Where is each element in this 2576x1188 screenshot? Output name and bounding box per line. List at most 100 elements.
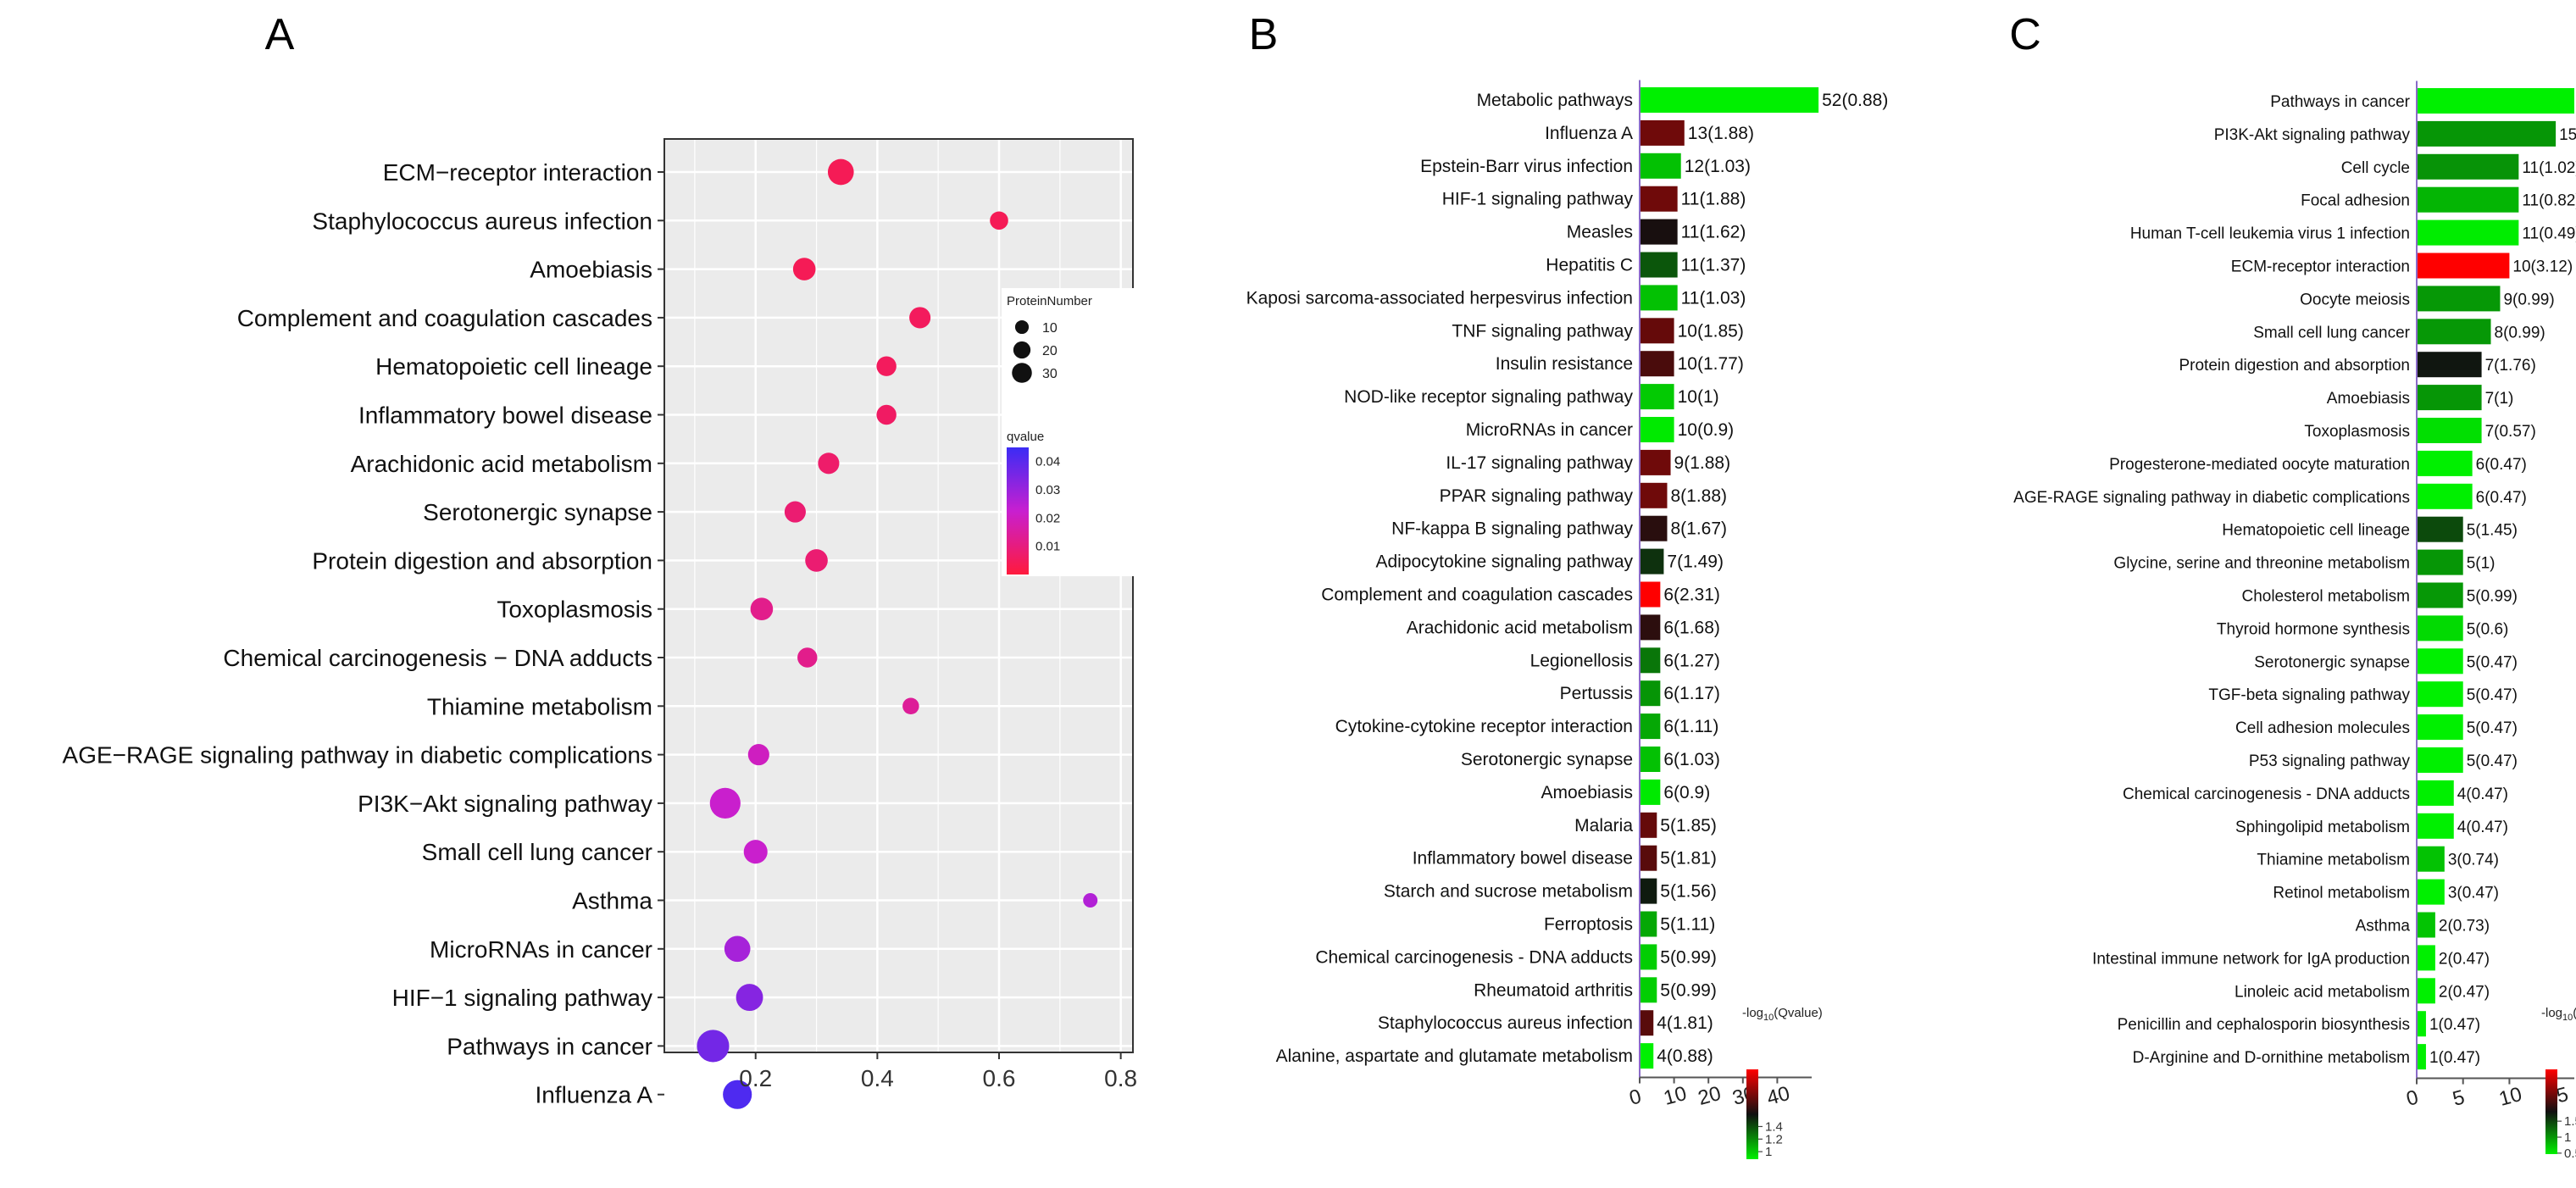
panel-a-point bbox=[709, 787, 741, 819]
panel-b-y-label: Rheumatoid arthritis bbox=[1474, 980, 1633, 1000]
panel-c-y-label: Progesterone-mediated oocyte maturation bbox=[2109, 456, 2410, 474]
panel-a-point bbox=[697, 1030, 730, 1063]
panel-a-y-label: Asthma bbox=[572, 888, 652, 914]
panel-c-y-label: Serotonergic synapse bbox=[2254, 653, 2410, 671]
panel-c-data-label: 5(0.47) bbox=[2467, 752, 2518, 770]
panel-c-y-label: P53 signaling pathway bbox=[2249, 752, 2411, 770]
panel-a-y-label: Pathways in cancer bbox=[447, 1033, 652, 1059]
panel-b-data-label: 6(1.11) bbox=[1663, 717, 1718, 736]
panel-c-y-label: Penicillin and cephalosporin biosynthesi… bbox=[2118, 1016, 2410, 1034]
panel-b-y-label: Starch and sucrose metabolism bbox=[1384, 882, 1633, 902]
panel-b-bar bbox=[1640, 449, 1671, 475]
panel-a-y-label: Influenza A bbox=[535, 1082, 652, 1108]
panel-c-data-label: 15(1) bbox=[2559, 126, 2576, 144]
panel-a-color-legend-label: 0.02 bbox=[1035, 511, 1060, 525]
panel-a-size-legend-label: 20 bbox=[1042, 344, 1058, 358]
panel-b-legend-bar bbox=[1746, 1069, 1758, 1159]
panel-a-point bbox=[797, 647, 818, 668]
panel-c-bar bbox=[2417, 120, 2557, 147]
panel-a-point bbox=[723, 1080, 752, 1109]
panel-b-data-label: 11(1.37) bbox=[1681, 256, 1746, 275]
panel-c-y-label: Cell cycle bbox=[2341, 159, 2410, 177]
panel-a-color-legend-label: 0.03 bbox=[1035, 483, 1060, 497]
panel-b-bars: Metabolic pathways 52(0.88) Influenza A 13(… bbox=[1246, 87, 1888, 1069]
panel-a-color-legend-label: 0.04 bbox=[1035, 455, 1060, 469]
panel-c-y-label: PI3K-Akt signaling pathway bbox=[2214, 126, 2411, 144]
panel-b-xtick-label: 10 bbox=[1662, 1082, 1690, 1110]
panel-b-y-label: MicroRNAs in cancer bbox=[1466, 420, 1633, 440]
panel-b-bar bbox=[1640, 1043, 1654, 1069]
panel-c-legend-label: 0.5 bbox=[2564, 1146, 2576, 1161]
panel-b-legend-label: 1 bbox=[1765, 1145, 1772, 1159]
panel-c-y-label: TGF-beta signaling pathway bbox=[2208, 686, 2410, 704]
panel-b-data-label: 5(1.85) bbox=[1660, 816, 1717, 835]
panel-a-size-legend-swatch bbox=[1012, 363, 1032, 383]
panel-c-data-label: 3(0.47) bbox=[2448, 885, 2499, 902]
panel-c-bar bbox=[2417, 879, 2445, 905]
panel-a-color-legend-bar bbox=[1007, 447, 1029, 575]
panel-b-bar bbox=[1640, 911, 1657, 937]
panel-a-point bbox=[747, 744, 769, 766]
panel-c-data-label: 10(3.12) bbox=[2512, 258, 2573, 276]
panel-b-y-label: Kaposi sarcoma-associated herpesvirus in… bbox=[1246, 288, 1633, 308]
panel-c-data-label: 1(0.47) bbox=[2429, 1049, 2480, 1067]
panel-a-point bbox=[750, 597, 774, 621]
panel-b-y-label: Arachidonic acid metabolism bbox=[1407, 618, 1633, 637]
panel-b-y-label: Chemical carcinogenesis - DNA adducts bbox=[1315, 947, 1633, 967]
panel-c-y-label: D-Arginine and D-ornithine metabolism bbox=[2133, 1049, 2410, 1067]
panel-a-y-label: Hematopoietic cell lineage bbox=[375, 353, 652, 380]
panel-a-y-label: Toxoplasmosis bbox=[497, 597, 652, 623]
panel-b-legend-label: 1.2 bbox=[1765, 1132, 1783, 1146]
panel-a-point bbox=[805, 549, 828, 572]
panel-c-data-label: 5(0.47) bbox=[2467, 719, 2518, 737]
panel-c-y-label: Retinol metabolism bbox=[2273, 885, 2410, 902]
panel-b-y-label: Measles bbox=[1567, 223, 1633, 242]
panel-b-y-label: IL-17 signaling pathway bbox=[1446, 453, 1633, 473]
panel-c-y-label: Hematopoietic cell lineage bbox=[2222, 522, 2410, 540]
panel-c-bar bbox=[2417, 319, 2491, 345]
panel-b-bar bbox=[1640, 1010, 1654, 1036]
panel-c-bar bbox=[2417, 912, 2435, 938]
panel-b-data-label: 5(1.11) bbox=[1660, 915, 1715, 935]
panel-c-bar bbox=[2417, 253, 2510, 279]
panel-b-data-label: 7(1.49) bbox=[1667, 552, 1724, 572]
panel-a-x-ticks: 0.2 0.4 0.6 0.8 bbox=[739, 1052, 1137, 1091]
panel-b-bar bbox=[1640, 779, 1661, 805]
panel-a-point bbox=[902, 697, 919, 715]
panel-b-data-label: 5(1.81) bbox=[1660, 849, 1717, 869]
panel-b-data-label: 10(1.85) bbox=[1678, 321, 1744, 341]
panel-a-point bbox=[818, 452, 840, 475]
panel-b-data-label: 13(1.88) bbox=[1688, 124, 1754, 143]
panel-b-bar bbox=[1640, 252, 1678, 278]
panel-c-xtick-label: 10 bbox=[2496, 1083, 2524, 1111]
panel-c-bar bbox=[2417, 286, 2501, 312]
panel-b-data-label: 10(0.9) bbox=[1678, 420, 1735, 440]
panel-c-bar bbox=[2417, 88, 2574, 114]
panel-c-bar bbox=[2417, 186, 2519, 213]
panel-b-bar bbox=[1640, 944, 1657, 970]
panel-b-bar bbox=[1640, 87, 1819, 113]
panel-b-data-label: 6(1.17) bbox=[1663, 684, 1720, 703]
panel-c-bar bbox=[2417, 352, 2482, 378]
panel-b-bar bbox=[1640, 845, 1657, 871]
panel-b-xtick-label: 0 bbox=[1627, 1085, 1644, 1110]
panel-a-y-label: Chemical carcinogenesis − DNA adducts bbox=[223, 645, 652, 671]
panel-b-bar bbox=[1640, 878, 1657, 904]
panel-a-xtick-label: 0.8 bbox=[1104, 1065, 1137, 1091]
panel-c-y-label: Cholesterol metabolism bbox=[2241, 588, 2410, 606]
panel-c-legend-label: 1.5 bbox=[2564, 1114, 2576, 1129]
panel-c-data-label: 3(0.74) bbox=[2448, 852, 2499, 869]
panel-b-data-label: 6(1.03) bbox=[1663, 750, 1720, 769]
panel-c-bars: Pathways in cancer17(0.47)PI3K-Akt signa… bbox=[2013, 88, 2576, 1070]
panel-b-legend-title: -log10(Qvalue) bbox=[1742, 1006, 1823, 1023]
panel-c-data-label: 11(0.49) bbox=[2522, 225, 2576, 243]
panel-a-xtick-label: 0.4 bbox=[861, 1065, 894, 1091]
panel-c-data-label: 2(0.73) bbox=[2439, 918, 2490, 935]
panel-b-data-label: 8(1.88) bbox=[1670, 486, 1727, 506]
panel-c-data-label: 2(0.47) bbox=[2439, 950, 2490, 968]
panel-c-data-label: 5(1.45) bbox=[2467, 522, 2518, 540]
panel-a-points bbox=[697, 158, 1098, 1109]
panel-b-xtick-label: 40 bbox=[1764, 1082, 1792, 1110]
panel-b-y-label: NOD-like receptor signaling pathway bbox=[1344, 387, 1633, 407]
panel-a-y-label: HIF−1 signaling pathway bbox=[392, 985, 652, 1011]
